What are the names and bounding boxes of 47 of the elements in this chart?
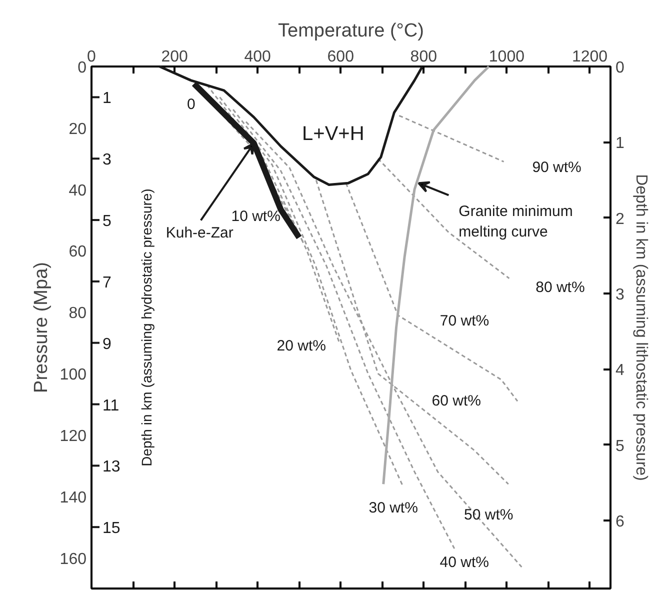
x-tick-label: 600 xyxy=(327,48,354,66)
y-tick-label: 120 xyxy=(60,428,87,445)
y-tick-label: 20 xyxy=(68,120,87,138)
y-tick-label: 40 xyxy=(68,182,87,200)
x-tick-label: 1000 xyxy=(488,48,525,66)
series-label: 90 wt% xyxy=(532,159,582,176)
y3-tick-label: 11 xyxy=(102,397,120,414)
y2-tick-label: 4 xyxy=(616,362,624,380)
y-tick-label: 100 xyxy=(60,366,87,384)
y-tick-label: 60 xyxy=(68,244,87,261)
x-tick-label: 400 xyxy=(244,48,272,66)
y2-tick-label: 0 xyxy=(616,60,624,76)
y2-tick-label: 2 xyxy=(616,210,624,228)
series-label: 10 wt% xyxy=(231,208,280,226)
y2-tick-label: 1 xyxy=(616,135,624,152)
y2-tick-label: 6 xyxy=(616,513,624,530)
annotation: Granite minimum melting curve xyxy=(458,203,573,241)
series-label: 50 wt% xyxy=(464,506,514,524)
annotation: 0 xyxy=(186,96,196,113)
series-label: 60 wt% xyxy=(432,392,481,410)
y-tick-label: 140 xyxy=(60,489,87,506)
y3-tick-label: 15 xyxy=(102,520,120,538)
x-tick-label: 200 xyxy=(161,48,188,66)
y-axis-title: Pressure (Mpa) xyxy=(30,262,52,393)
y3-tick-label: 7 xyxy=(102,274,112,292)
y-tick-label: 160 xyxy=(60,550,87,568)
series-label: 80 wt% xyxy=(536,278,585,296)
annotation: Kuh-e-Zar xyxy=(166,224,234,242)
y3-axis-title: Depth in km (assuming hydrostatic pressure) xyxy=(138,188,154,466)
x-axis-title: Temperature (°C) xyxy=(278,20,424,42)
annotation: L+V+H xyxy=(302,123,364,146)
x-tick-label: 800 xyxy=(410,48,438,66)
y2-axis-title: Depth in km (assuming lithostatic pressure) xyxy=(632,174,650,481)
series-label: 20 wt% xyxy=(276,337,326,354)
y3-tick-label: 3 xyxy=(102,152,112,169)
y3-tick-label: 5 xyxy=(102,213,112,230)
series-label: 30 wt% xyxy=(368,500,418,517)
series-label: 70 wt% xyxy=(440,312,490,330)
y3-tick-label: 1 xyxy=(102,90,112,108)
y2-tick-label: 3 xyxy=(616,286,624,304)
y3-tick-label: 13 xyxy=(102,458,120,476)
series-label: 40 wt% xyxy=(440,554,489,572)
x-tick-label: 1200 xyxy=(572,48,608,66)
y-tick-label: 0 xyxy=(78,60,87,76)
y2-tick-label: 5 xyxy=(616,438,624,455)
y-tick-label: 80 xyxy=(68,305,87,322)
y3-tick-label: 9 xyxy=(102,336,112,353)
